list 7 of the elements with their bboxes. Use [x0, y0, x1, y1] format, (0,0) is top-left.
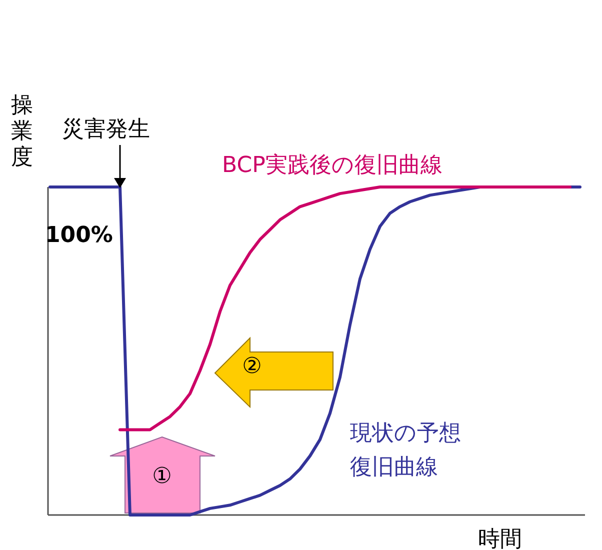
y-axis-title: 操業度: [11, 93, 33, 170]
series-label: 現状の予想復旧曲線: [350, 421, 461, 480]
text: 災害発生: [62, 117, 150, 142]
annotation: ②: [242, 354, 262, 379]
x-axis-title: 時間: [478, 527, 522, 550]
annotation: ①: [152, 464, 172, 489]
series-label: BCP実践後の復旧曲線: [222, 153, 442, 178]
